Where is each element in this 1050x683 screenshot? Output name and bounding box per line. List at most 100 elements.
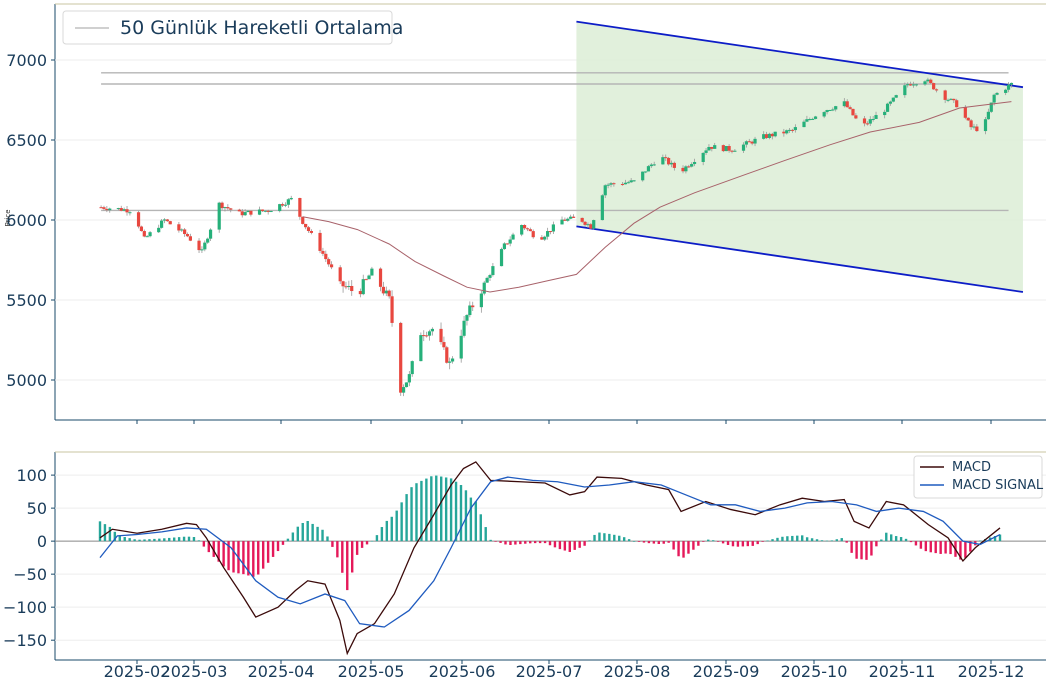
candle-body	[401, 387, 406, 393]
macd-histogram-bar	[692, 541, 695, 550]
candle-body	[136, 212, 141, 227]
candle-body	[903, 85, 907, 96]
macd-histogram-bar	[573, 541, 576, 550]
candle-body	[99, 207, 103, 209]
macd-histogram-bar	[538, 541, 542, 544]
candle-body	[569, 216, 573, 219]
candle-body	[946, 99, 950, 101]
macd-histogram-bar	[261, 541, 265, 569]
macd-histogram-bar	[168, 537, 171, 542]
macd-histogram-bar	[524, 541, 527, 544]
candle-body	[180, 229, 184, 231]
macd-histogram-bar	[449, 478, 453, 542]
candle-body	[488, 275, 492, 278]
macd-histogram-bar	[697, 541, 700, 546]
candle-body	[528, 229, 532, 232]
macd-histogram-bar	[400, 502, 403, 542]
candle-body	[563, 219, 567, 221]
macd-histogram-bar	[771, 539, 774, 542]
price-legend: 50 Günlük Hareketli Ortalama	[62, 10, 403, 45]
candle-body	[145, 236, 149, 238]
macd-xtick-label: 2025-11	[869, 662, 936, 681]
legend-label-macd: MACD	[952, 460, 991, 475]
candle-body	[963, 107, 967, 118]
candle-body	[583, 221, 587, 225]
candle-body	[419, 335, 423, 362]
candle-body	[491, 266, 495, 276]
candle-body	[995, 92, 999, 95]
candle-body	[975, 126, 979, 132]
macd-xtick-label: 2025-04	[248, 662, 315, 681]
macd-histogram-bar	[227, 541, 230, 571]
macd-ytick-label: 0	[37, 532, 47, 551]
macd-histogram-bar	[484, 527, 487, 542]
macd-histogram-bar	[627, 539, 631, 542]
candle-body	[932, 83, 936, 90]
candle-body	[280, 204, 285, 206]
macd-histogram-bar	[355, 541, 359, 555]
candle-body	[407, 374, 411, 383]
candle-body	[1006, 84, 1011, 90]
macd-histogram-bar	[716, 541, 720, 542]
macd-histogram-bar	[464, 490, 468, 542]
candle-body	[785, 130, 789, 134]
candle-body	[891, 97, 895, 102]
candle-body	[909, 84, 913, 86]
macd-xtick-label: 2025-02	[104, 662, 171, 681]
candle-body	[672, 162, 676, 168]
candle-body	[511, 234, 515, 240]
candle-body	[643, 171, 648, 173]
candle-body	[341, 281, 345, 287]
candle-body	[813, 116, 818, 119]
candle-body	[710, 146, 714, 149]
candle-body	[842, 101, 846, 107]
macd-histogram-bar	[311, 523, 314, 542]
candle-body	[773, 131, 777, 137]
candle-body	[692, 161, 697, 165]
macd-histogram-bar	[885, 532, 888, 542]
macd-xtick-label: 2025-10	[781, 662, 848, 681]
macd-histogram-bar	[721, 541, 725, 544]
candle-body	[989, 102, 993, 112]
macd-histogram-bar	[350, 541, 354, 573]
candle-body	[471, 305, 475, 308]
candle-body	[283, 204, 288, 206]
macd-histogram-bar	[247, 541, 250, 576]
candle-body	[324, 253, 328, 260]
candle-body	[381, 286, 386, 294]
macd-histogram-bar	[998, 534, 1002, 542]
price-ytick-label: 6500	[6, 131, 47, 150]
macd-histogram-bar	[440, 476, 443, 542]
candle-body	[240, 211, 244, 216]
candle-body	[367, 275, 371, 280]
candle-body	[730, 150, 734, 152]
candle-body	[851, 108, 855, 116]
macd-histogram-bar	[820, 540, 824, 542]
macd-histogram-bar	[390, 516, 393, 542]
candle-body	[906, 84, 910, 86]
candle-body	[165, 219, 169, 222]
candle-body	[128, 212, 132, 214]
candle-body	[888, 101, 893, 104]
macd-histogram-bar	[731, 541, 735, 547]
candle-body	[522, 225, 527, 229]
candle-body	[200, 249, 204, 251]
candle-body	[603, 185, 607, 196]
candle-body	[626, 182, 630, 184]
macd-histogram-bar	[796, 535, 799, 542]
macd-histogram-bar	[365, 541, 369, 545]
macd-histogram-bar	[890, 534, 893, 542]
macd-xtick-label: 2025-09	[693, 662, 760, 681]
macd-histogram-bar	[751, 541, 754, 546]
macd-histogram-bar	[761, 541, 764, 542]
candle-body	[914, 84, 918, 86]
macd-histogram-bar	[360, 541, 364, 548]
macd-histogram-bar	[217, 541, 220, 562]
candle-body	[450, 358, 455, 362]
macd-histogram-bar	[637, 541, 641, 542]
candle-body	[327, 259, 331, 265]
candle-body	[661, 157, 665, 165]
candle-body	[721, 145, 725, 152]
macd-histogram-bar	[514, 541, 517, 545]
macd-histogram-bar	[108, 526, 112, 542]
